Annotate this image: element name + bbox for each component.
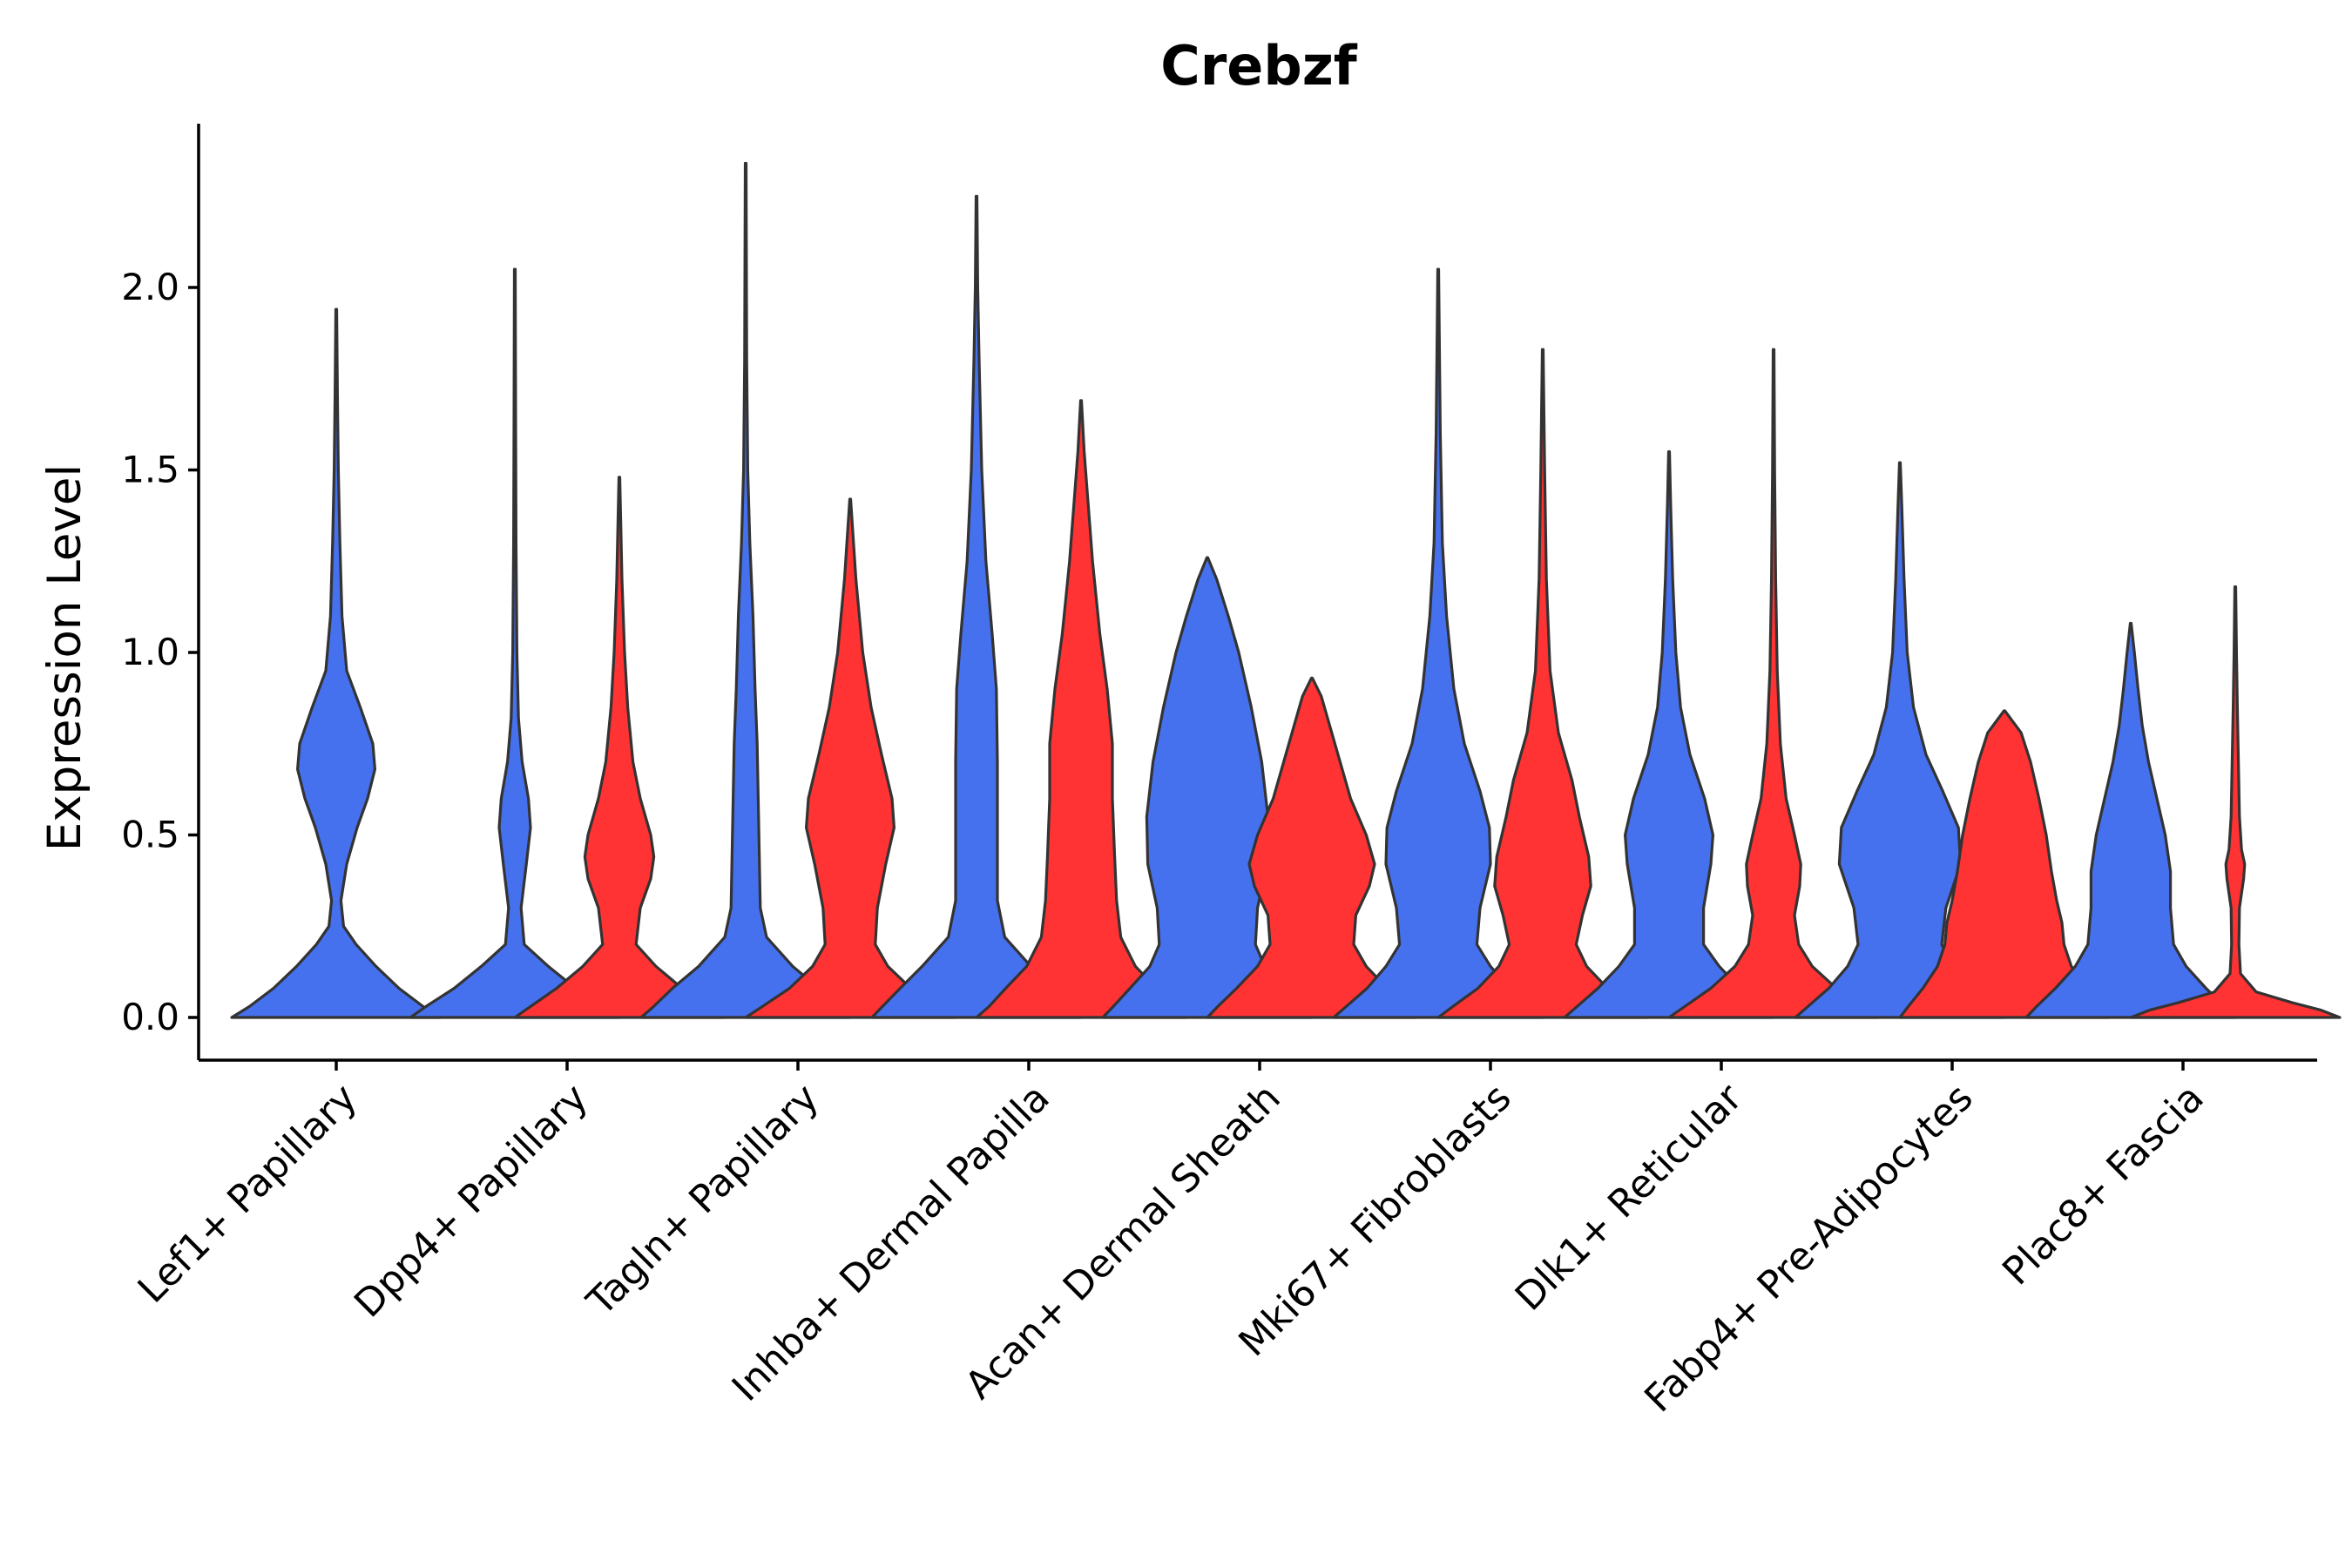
violin-blue-mki67-fibroblasts: [1332, 267, 1544, 1019]
x-category-label: Plac8+ Fascia: [1994, 1076, 2213, 1294]
violin-red-fabp4-pre-adipocytes: [1898, 709, 2111, 1019]
x-category-label: Dlk1+ Reticular: [1507, 1075, 1752, 1320]
y-tick-label: 2.0: [121, 266, 179, 308]
violin-blue-inhba-dermal-papilla: [870, 194, 1083, 1019]
violin-red-dpp4-papillary: [513, 476, 726, 1019]
violin-blue-acan-dermal-sheath: [1101, 556, 1314, 1019]
violins-layer: [230, 161, 2342, 1019]
violin-blue-dpp4-papillary: [409, 267, 621, 1019]
y-tick-label: 0.0: [121, 996, 179, 1038]
violin-blue-dlk1-reticular: [1563, 449, 1775, 1019]
y-tick-label: 0.5: [121, 814, 179, 856]
chart-title: Crebzf: [1160, 34, 1358, 98]
violin-red-acan-dermal-sheath: [1206, 676, 1418, 1019]
violin-red-inhba-dermal-papilla: [975, 399, 1187, 1019]
violin-red-plac8-fascia: [2129, 585, 2342, 1019]
violin-blue-lef1-papillary: [230, 308, 443, 1019]
x-category-label: Tagln+ Papillary: [578, 1076, 828, 1325]
violin-blue-fabp4-pre-adipocytes: [1794, 461, 2006, 1019]
violin-red-tagln-papillary: [744, 497, 956, 1019]
x-category-label: Lef1+ Papillary: [130, 1076, 366, 1312]
x-category-label: Dpp4+ Papillary: [346, 1076, 597, 1327]
y-axis-label: Expression Level: [38, 464, 91, 851]
violin-red-dlk1-reticular: [1667, 348, 1880, 1019]
y-tick-label: 1.0: [121, 631, 179, 673]
violin-blue-tagln-papillary: [639, 161, 852, 1019]
y-tick-label: 1.5: [121, 449, 179, 491]
violin-blue-plac8-fascia: [2024, 621, 2237, 1019]
violin-red-mki67-fibroblasts: [1436, 348, 1649, 1019]
